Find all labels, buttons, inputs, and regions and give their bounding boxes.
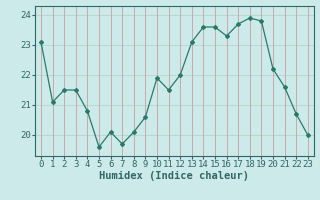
X-axis label: Humidex (Indice chaleur): Humidex (Indice chaleur)	[100, 171, 249, 181]
